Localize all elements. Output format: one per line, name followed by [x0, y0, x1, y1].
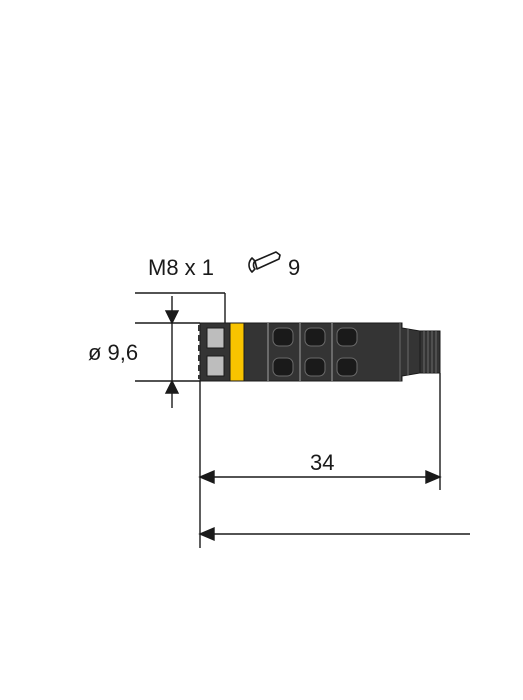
dim-diameter: ø 9,6 — [88, 296, 200, 408]
length-label: 34 — [310, 450, 334, 475]
dim-length: 34 — [200, 373, 440, 548]
connector-nut — [198, 323, 230, 381]
connector-ring — [230, 323, 244, 381]
connector-body — [244, 323, 420, 381]
thread-label: M8 x 1 — [148, 255, 214, 280]
wrench-icon — [249, 252, 280, 272]
thread-callout: M8 x 1 9 — [135, 252, 300, 323]
wrench-size-label: 9 — [288, 255, 300, 280]
connector — [198, 323, 440, 381]
connector-tail — [420, 331, 440, 373]
technical-drawing: M8 x 1 9 ø 9,6 34 — [0, 0, 523, 700]
diameter-label: ø 9,6 — [88, 340, 138, 365]
dim-open — [200, 528, 470, 540]
